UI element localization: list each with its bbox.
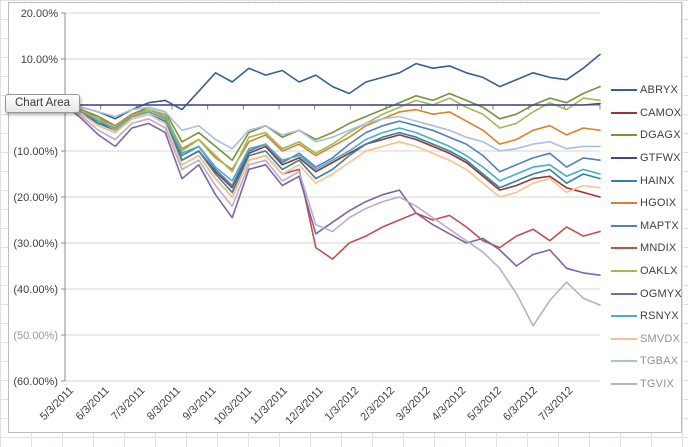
x-axis-label: 10/3/2011 [212, 385, 255, 428]
series-line-abryx[interactable] [64, 53, 601, 120]
y-axis-label: (20.00%) [13, 192, 58, 204]
x-axis-label: 2/3/2012 [358, 385, 397, 424]
series-line-oaklx[interactable] [64, 97, 601, 173]
legend-label: GTFWX [640, 152, 681, 165]
series-line-tgvix[interactable] [64, 104, 601, 327]
legend-label: MAPTX [640, 219, 679, 232]
legend-label: MNDIX [640, 242, 677, 255]
legend[interactable]: ABRYX CAMOX DGAGX GTFWX HAINX HGOIX MAPTX MNDIX… [611, 79, 682, 396]
legend-label: SMVDX [640, 332, 681, 345]
legend-line-swatch [611, 89, 637, 92]
legend-item-hgoix[interactable]: HGOIX [611, 192, 681, 215]
x-axis-label: 8/3/2011 [145, 385, 183, 423]
chart-object[interactable]: 20.00%10.00%0.00%(10.00%)(20.00%)(30.00%… [8, 2, 682, 433]
y-axis-label: (30.00%) [13, 238, 58, 250]
legend-item-hainx[interactable]: HAINX [611, 169, 681, 192]
legend-line-swatch [611, 179, 637, 182]
legend-label: CAMOX [640, 106, 682, 119]
legend-line-swatch [611, 337, 637, 340]
x-axis-label: 6/3/2011 [74, 385, 112, 423]
legend-line-swatch [611, 360, 637, 363]
legend-line-swatch [611, 224, 637, 227]
series-line-rsnyx[interactable] [64, 104, 601, 182]
legend-item-maptx[interactable]: MAPTX [611, 215, 681, 238]
series-line-gtfwx[interactable] [64, 102, 601, 106]
plot-area[interactable]: 20.00%10.00%0.00%(10.00%)(20.00%)(30.00%… [9, 3, 679, 430]
legend-label: OGMYX [640, 287, 682, 300]
legend-line-swatch [611, 202, 637, 205]
y-axis-label: 20.00% [21, 8, 59, 20]
legend-item-ogmyx[interactable]: OGMYX [611, 282, 682, 305]
chart-area-tooltip: Chart Area [5, 94, 80, 113]
legend-label: TGVIX [640, 378, 675, 391]
legend-line-swatch [611, 383, 637, 386]
legend-label: ABRYX [640, 84, 679, 97]
legend-label: RSNYX [640, 310, 679, 323]
legend-label: HGOIX [640, 197, 677, 210]
legend-line-swatch [611, 247, 637, 250]
legend-line-swatch [611, 292, 637, 295]
x-axis-label: 6/3/2012 [501, 385, 540, 424]
series-line-hainx[interactable] [64, 104, 601, 194]
series-line-smvdx[interactable] [64, 104, 601, 198]
legend-item-tgbax[interactable]: TGBAX [611, 350, 681, 373]
y-axis-label: (50.00%) [13, 330, 58, 342]
legend-line-swatch [611, 315, 637, 318]
y-axis-label: (60.00%) [13, 376, 58, 388]
legend-item-gtfwx[interactable]: GTFWX [611, 147, 681, 170]
legend-item-mndix[interactable]: MNDIX [611, 237, 681, 260]
y-axis-label: (40.00%) [13, 284, 58, 296]
legend-item-abryx[interactable]: ABRYX [611, 79, 681, 102]
legend-label: OAKLX [640, 265, 678, 278]
legend-item-camox[interactable]: CAMOX [611, 102, 681, 125]
x-axis-label: 3/3/2012 [394, 385, 433, 424]
x-axis-label: 5/3/2012 [465, 385, 504, 424]
y-axis-label: 10.00% [21, 54, 59, 66]
legend-item-tgvix[interactable]: TGVIX [611, 373, 681, 396]
legend-item-oaklx[interactable]: OAKLX [611, 260, 681, 283]
y-axis-label: (10.00%) [13, 146, 58, 158]
x-axis-label: 5/3/2011 [38, 385, 76, 423]
legend-label: TGBAX [640, 355, 679, 368]
series-line-ogmyx[interactable] [64, 104, 601, 277]
legend-label: HAINX [640, 174, 675, 187]
legend-item-rsnyx[interactable]: RSNYX [611, 305, 681, 328]
x-axis-label: 4/3/2012 [430, 385, 469, 424]
legend-line-swatch [611, 157, 637, 160]
legend-label: DGAGX [640, 129, 681, 142]
series-line-tgbax[interactable] [64, 104, 601, 152]
legend-line-swatch [611, 134, 637, 137]
legend-item-smvdx[interactable]: SMVDX [611, 328, 681, 351]
tooltip-text: Chart Area [15, 97, 70, 109]
legend-line-swatch [611, 270, 637, 273]
legend-line-swatch [611, 111, 637, 114]
series-line-mndix[interactable] [64, 104, 601, 260]
x-axis-label: 7/3/2012 [537, 385, 576, 424]
x-axis-label: 7/3/2011 [109, 385, 147, 423]
x-axis-label: 12/3/2011 [283, 385, 326, 428]
x-axis-label: 1/3/2012 [323, 385, 362, 424]
legend-item-dgagx[interactable]: DGAGX [611, 124, 681, 147]
series-line-dgagx[interactable] [64, 85, 601, 161]
